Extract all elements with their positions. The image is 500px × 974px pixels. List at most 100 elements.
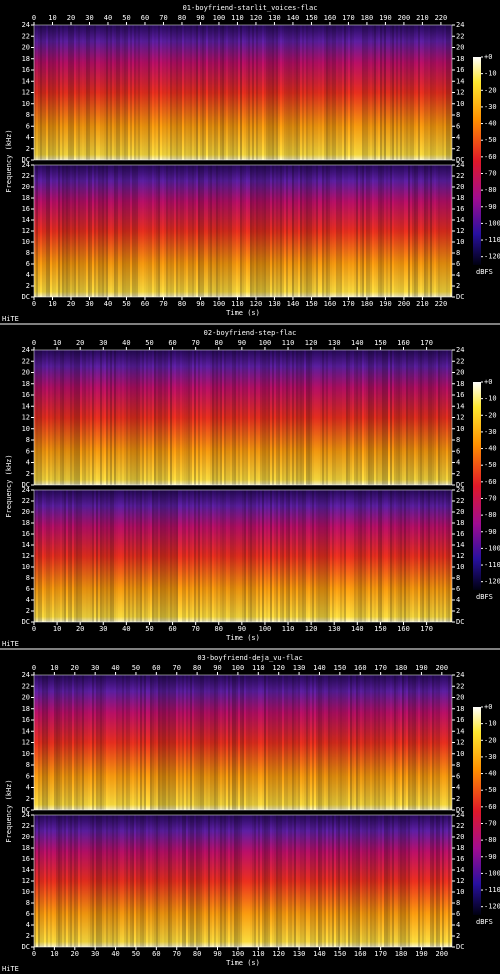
spectral-texture [82, 490, 84, 622]
spectral-texture [198, 350, 200, 485]
colorbar-tick-label: -100 [484, 219, 500, 227]
spectral-texture [414, 675, 416, 810]
y-tick-label: 20 [22, 369, 30, 377]
spectral-texture [216, 25, 218, 160]
spectral-texture [42, 815, 44, 947]
spectral-texture [232, 815, 234, 947]
spectral-texture [98, 815, 100, 947]
spectral-texture [394, 25, 396, 160]
x-tick-label: 50 [122, 14, 130, 22]
spectral-texture [288, 350, 290, 485]
spectral-texture [122, 675, 124, 810]
x-tick-label: 80 [193, 950, 201, 958]
spectral-texture [426, 350, 428, 485]
spectral-texture [214, 815, 216, 947]
y-tick-label: 10 [456, 750, 464, 758]
spectral-texture [188, 25, 190, 160]
spectral-texture [378, 350, 380, 485]
spectral-texture [114, 165, 116, 297]
spectral-texture [368, 490, 370, 622]
spectral-texture [312, 490, 314, 622]
y-tick-label: 20 [456, 833, 464, 841]
x-tick-label: 130 [268, 300, 281, 308]
spectral-texture [282, 165, 284, 297]
spectral-texture [350, 25, 352, 160]
y-tick-label: 2 [456, 145, 460, 153]
spectral-texture [34, 165, 36, 297]
spectral-texture [142, 25, 144, 160]
spectral-texture [104, 815, 106, 947]
spectral-texture [348, 350, 350, 485]
spectral-texture [86, 815, 88, 947]
spectral-texture [444, 490, 446, 622]
spectral-texture [138, 675, 140, 810]
spectral-texture [428, 165, 430, 297]
spectral-texture [302, 815, 304, 947]
spectral-texture [284, 815, 286, 947]
spectral-texture [340, 165, 342, 297]
spectral-texture [232, 350, 234, 485]
spectral-texture [114, 350, 116, 485]
spectral-texture [228, 675, 230, 810]
spectral-texture [242, 815, 244, 947]
spectral-texture [320, 350, 322, 485]
y-tick-label: 10 [22, 100, 30, 108]
spectral-texture [214, 165, 216, 297]
spectral-texture [226, 165, 228, 297]
spectral-texture [304, 815, 306, 947]
spectral-texture [222, 165, 224, 297]
spectral-texture [248, 675, 250, 810]
spectral-texture [378, 25, 380, 160]
spectral-texture [74, 815, 76, 947]
spectral-texture [140, 165, 142, 297]
y-tick-label: 14 [456, 541, 464, 549]
colorbar-tick-label: -120 [484, 253, 500, 261]
y-tick-label: 20 [456, 508, 464, 516]
spectral-texture [422, 490, 424, 622]
spectral-texture [100, 815, 102, 947]
y-tick-label: 14 [456, 216, 464, 224]
spectral-texture [312, 675, 314, 810]
spectral-texture [384, 675, 386, 810]
spectral-texture [450, 490, 452, 622]
spectral-texture [262, 815, 264, 947]
spectral-texture [440, 25, 442, 160]
spectral-texture [286, 25, 288, 160]
spectral-texture [62, 25, 64, 160]
x-tick-label: 160 [354, 950, 367, 958]
y-tick-label: 16 [456, 855, 464, 863]
spectral-texture [296, 165, 298, 297]
spectral-texture [396, 165, 398, 297]
spectral-texture [122, 350, 124, 485]
spectral-texture [332, 815, 334, 947]
spectral-texture [362, 815, 364, 947]
spectral-texture [412, 815, 414, 947]
spectral-texture [424, 350, 426, 485]
spectral-texture [68, 815, 70, 947]
spectral-texture [404, 165, 406, 297]
spectral-texture [372, 675, 374, 810]
y-tick-label: 16 [22, 530, 30, 538]
spectral-texture [240, 25, 242, 160]
spectral-texture [418, 675, 420, 810]
spectral-texture [172, 165, 174, 297]
spectral-texture [158, 350, 160, 485]
spectral-texture [448, 815, 450, 947]
spectral-texture [148, 815, 150, 947]
spectral-texture [132, 25, 134, 160]
spectral-texture [266, 815, 268, 947]
spectral-texture [284, 490, 286, 622]
spectral-texture [40, 165, 42, 297]
spectral-texture [226, 25, 228, 160]
x-tick-label: 110 [252, 950, 265, 958]
spectral-texture [134, 490, 136, 622]
spectral-texture [390, 350, 392, 485]
spectral-texture [128, 675, 130, 810]
spectral-texture [72, 675, 74, 810]
spectral-texture [376, 25, 378, 160]
spectral-texture [282, 490, 284, 622]
spectral-texture [76, 350, 78, 485]
x-tick-label: 20 [76, 625, 84, 633]
spectral-texture [308, 25, 310, 160]
spectral-texture [56, 490, 58, 622]
